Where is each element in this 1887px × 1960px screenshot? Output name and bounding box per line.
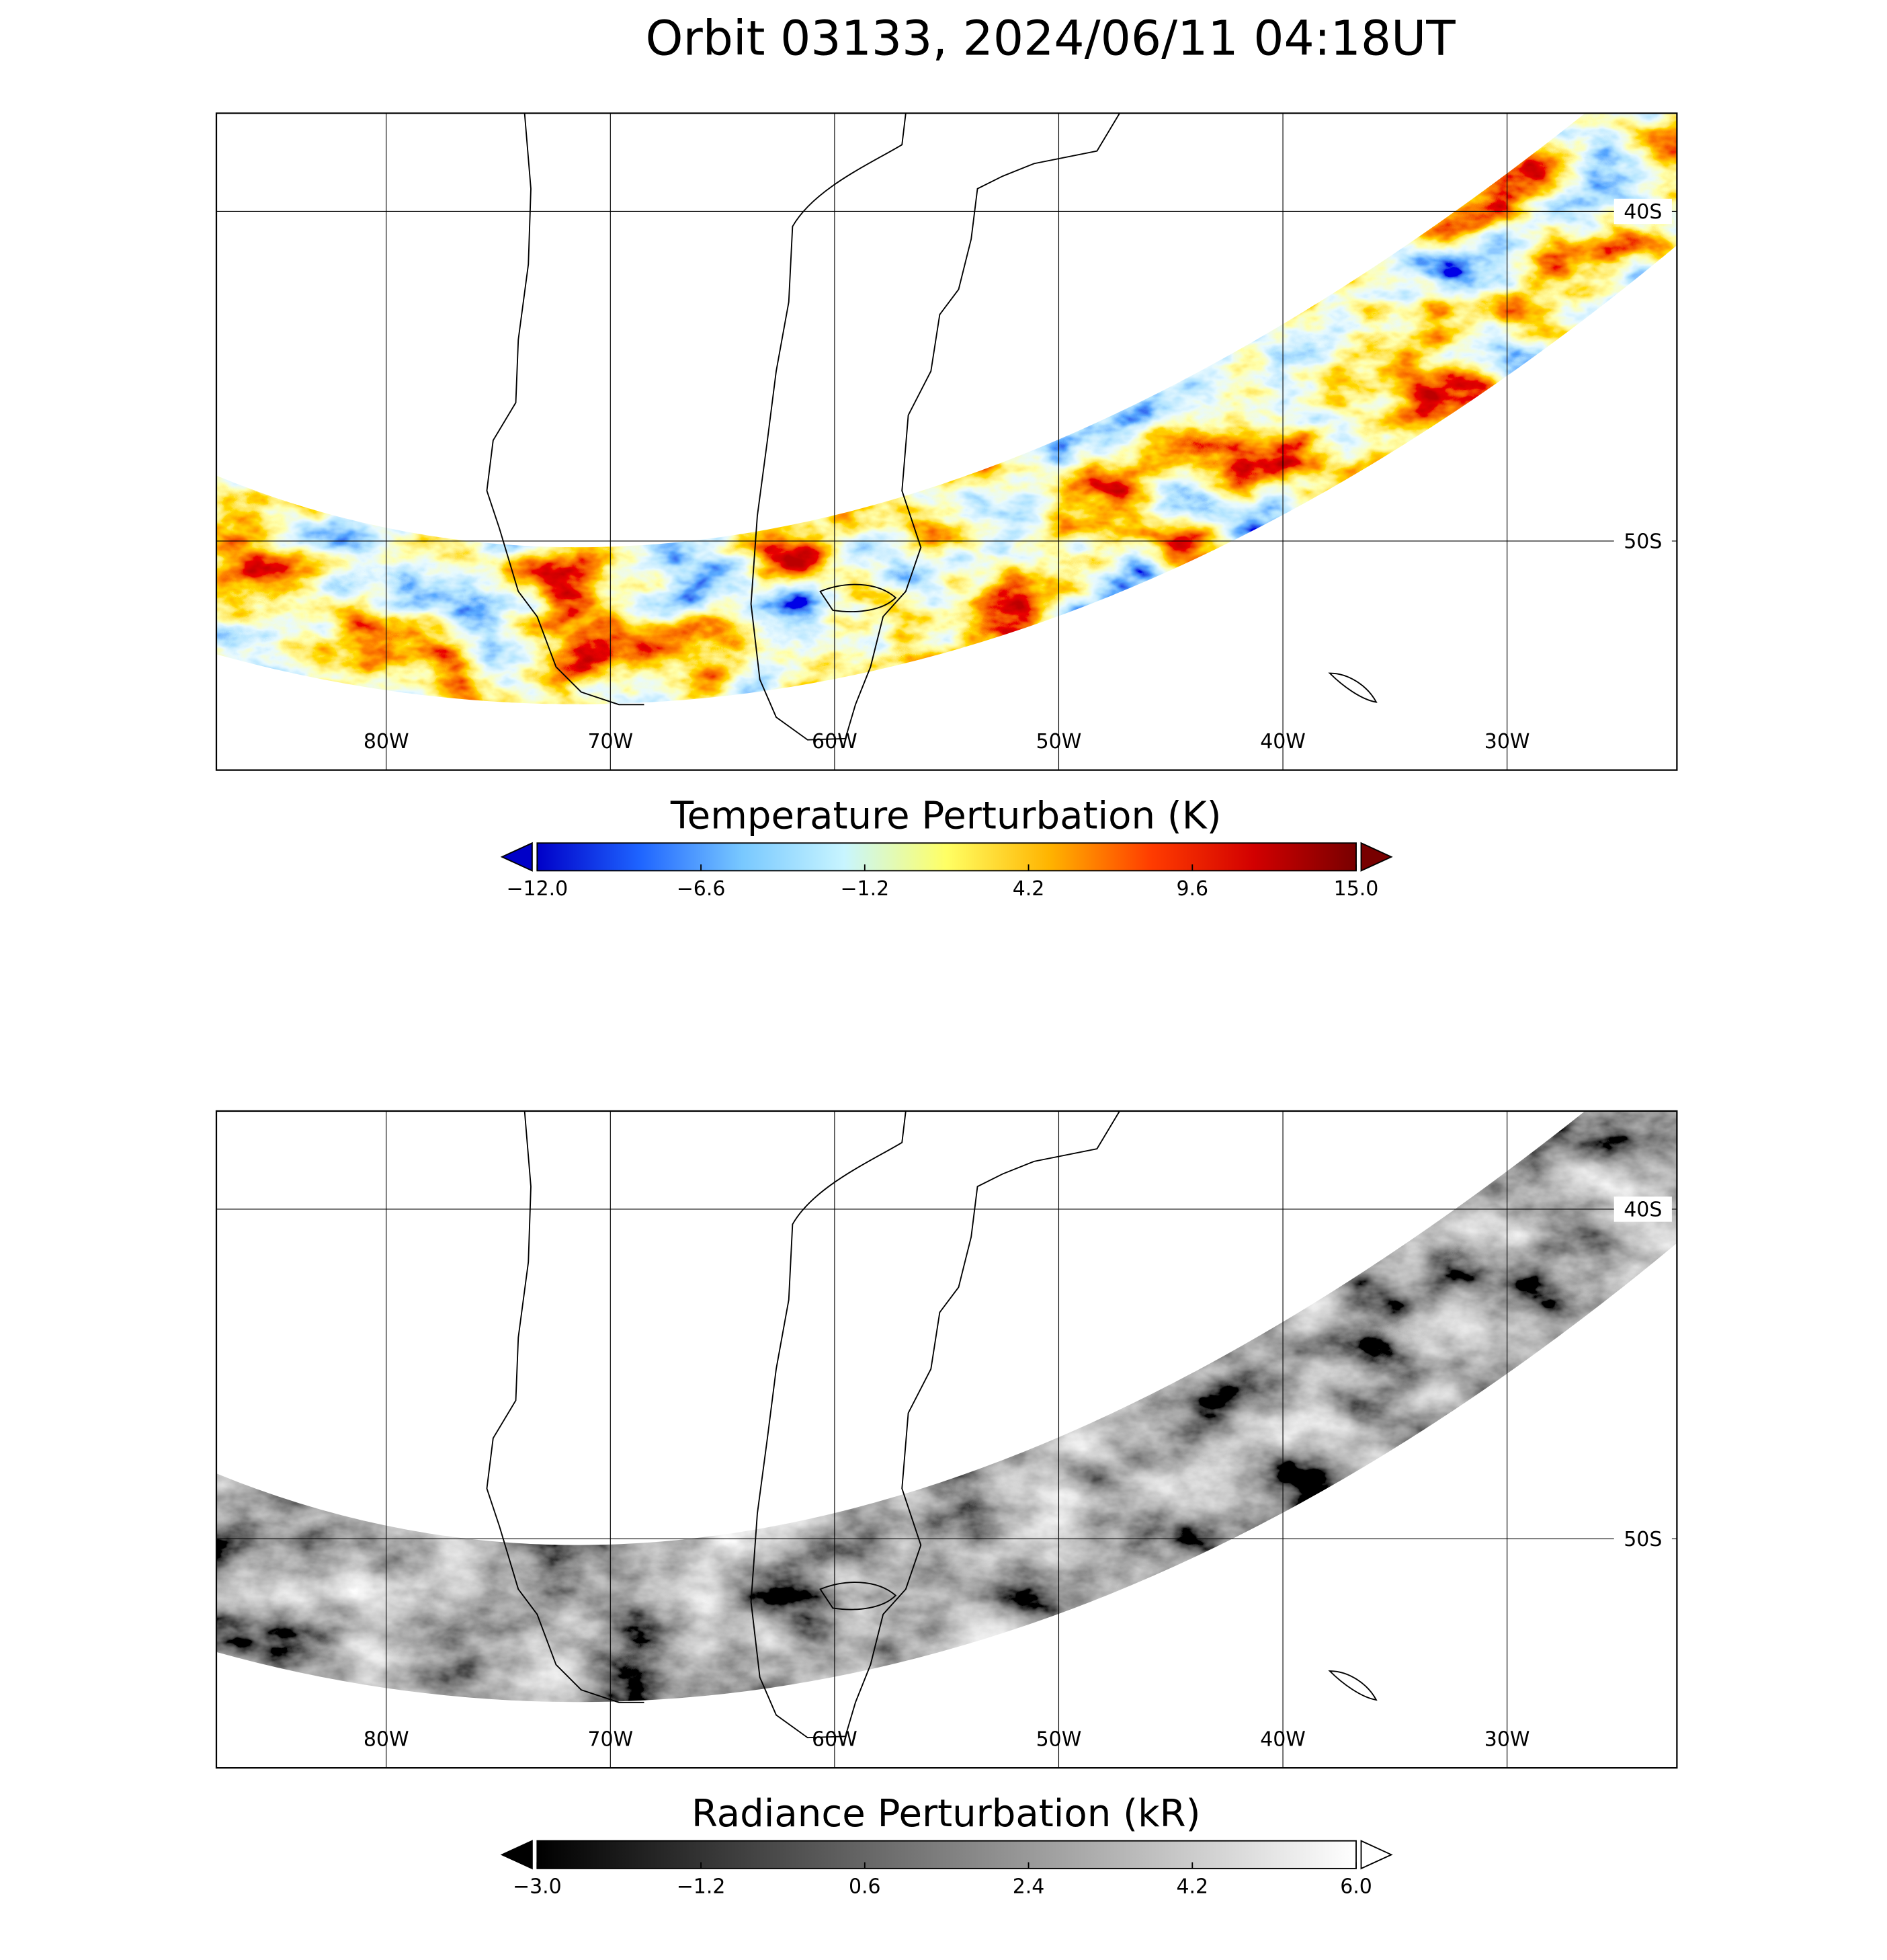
map-frame — [215, 1110, 1678, 1769]
lat-label: 50S — [1624, 1528, 1662, 1551]
colorbar-extend-high — [1360, 842, 1393, 872]
lon-label: 70W — [587, 730, 633, 753]
coastline — [486, 1110, 1378, 1739]
coast-west — [486, 1110, 644, 1703]
lon-label: 30W — [1484, 1727, 1530, 1751]
coast-east — [750, 1110, 1120, 1739]
colorbar-tick-label: 6.0 — [1340, 1875, 1372, 1898]
south-georgia — [1328, 1670, 1378, 1701]
map-panel: 80W 70W 60W 50W 40W 30W 40S 50S — [215, 1110, 1678, 1769]
colorbar — [536, 842, 1357, 872]
colorbar-tick-label: 0.6 — [849, 1875, 881, 1898]
lon-label: 60W — [812, 1727, 857, 1751]
title: Orbit 03133, 2024/06/11 04:18UT — [646, 10, 1456, 66]
coast-west — [486, 113, 644, 706]
colorbar-title: Radiance Perturbation (kR) — [691, 1792, 1201, 1836]
lon-label: 40W — [1260, 730, 1306, 753]
map-frame — [215, 112, 1678, 771]
colorbar — [536, 1840, 1357, 1869]
colorbar-tick-label: 4.2 — [1176, 1875, 1208, 1898]
colorbar-tick-label: 4.2 — [1013, 877, 1045, 901]
map-content — [216, 1110, 1677, 1768]
lat-label-bg — [1613, 1196, 1672, 1222]
lon-label: 40W — [1260, 1727, 1306, 1751]
map-panel: 80W 70W 60W 50W 40W 30W 40S 50S — [215, 112, 1678, 771]
swath — [216, 113, 1677, 704]
lon-label: 50W — [1036, 730, 1082, 753]
south-georgia — [1328, 672, 1378, 703]
colorbar-title: Temperature Perturbation (K) — [670, 794, 1222, 838]
coast-east — [750, 113, 1120, 741]
map-content — [216, 113, 1677, 770]
falklands — [819, 1582, 897, 1610]
lat-label-bg — [1613, 1526, 1672, 1552]
lat-label: 40S — [1624, 200, 1662, 224]
colorbar-tick-label: 9.6 — [1176, 877, 1208, 901]
lon-label: 30W — [1484, 730, 1530, 753]
colorbar-extend-low — [500, 1840, 533, 1870]
colorbar-tick-label: −12.0 — [506, 877, 568, 901]
lat-label-bg — [1613, 528, 1672, 554]
colorbar-tick-label: −3.0 — [513, 1875, 562, 1898]
lat-label: 40S — [1624, 1198, 1662, 1221]
lon-label: 50W — [1036, 1727, 1082, 1751]
colorbar-extend-high — [1360, 1840, 1393, 1870]
lon-label: 70W — [587, 1727, 633, 1751]
falklands — [819, 583, 897, 612]
colorbar-tick-label: 2.4 — [1013, 1875, 1045, 1898]
lat-label-bg — [1613, 198, 1672, 224]
coastline — [486, 113, 1378, 741]
lon-label: 80W — [364, 730, 409, 753]
colorbar-tick-label: 15.0 — [1334, 877, 1379, 901]
lat-label: 50S — [1624, 530, 1662, 553]
colorbar-extend-low — [500, 842, 533, 872]
colorbar-tick-label: −1.2 — [677, 1875, 726, 1898]
colorbar-tick-label: −1.2 — [840, 877, 889, 901]
lon-label: 80W — [364, 1727, 409, 1751]
lon-label: 60W — [812, 730, 857, 753]
swath — [216, 1110, 1677, 1703]
colorbar-tick-label: −6.6 — [677, 877, 726, 901]
